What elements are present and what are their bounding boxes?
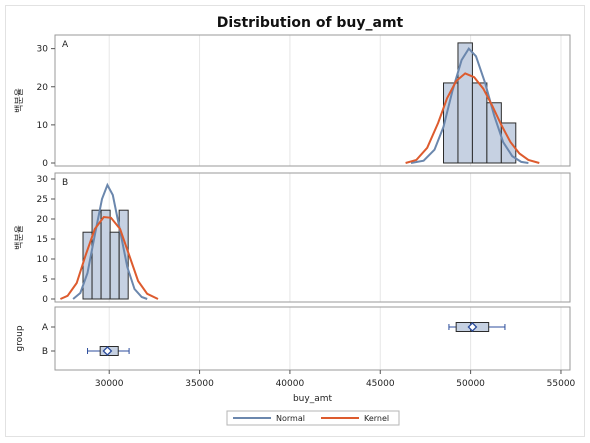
- histogram-bar-B-3: [109, 231, 120, 300]
- panel-frame-A: [54, 34, 571, 167]
- y-tick-label-B-5: 5: [42, 275, 48, 285]
- box-tick-label-A: A: [42, 323, 49, 333]
- y-tick-label-B-25: 25: [37, 195, 48, 205]
- chart-frame: [5, 5, 585, 437]
- x-tick-label-2: 40000: [276, 379, 305, 389]
- chart-title: Distribution of buy_amt: [217, 15, 404, 31]
- x-tick-label-3: 45000: [366, 379, 395, 389]
- legend-box: [226, 410, 400, 426]
- y-tick-label-B-10: 10: [37, 255, 49, 265]
- histogram-bar-B-2: [100, 209, 111, 300]
- kernel-curve-A: [405, 72, 540, 164]
- normal-curve-B: [72, 182, 148, 300]
- y-axis-label-B: 백분율: [14, 225, 25, 250]
- panel-label-B: B: [62, 178, 68, 188]
- histogram-bar-B-4: [118, 209, 129, 300]
- box-mean-marker-A: [467, 322, 478, 332]
- x-tick-label-1: 35000: [185, 379, 214, 389]
- box-panel-frame: [54, 306, 571, 371]
- legend-label-normal: Normal: [276, 414, 305, 423]
- normal-curve-A: [410, 46, 529, 164]
- x-axis-label: buy_amt: [293, 394, 333, 404]
- panel-frame-B: [54, 172, 571, 303]
- group-axis-label: group: [15, 325, 25, 351]
- x-tick-label-5: 55000: [547, 379, 576, 389]
- y-tick-label-B-0: 0: [42, 295, 48, 305]
- y-tick-label-B-30: 30: [37, 175, 49, 185]
- y-tick-label-A-10: 10: [37, 121, 49, 131]
- y-tick-label-A-20: 20: [37, 83, 49, 93]
- legend-label-kernel: Kernel: [364, 414, 389, 423]
- y-axis-label-A: 백분율: [14, 88, 25, 113]
- kernel-curve-B: [59, 215, 159, 300]
- box-tick-label-B: B: [42, 347, 48, 357]
- histogram-bar-A-2: [471, 82, 488, 164]
- histogram-bar-A-1: [457, 42, 473, 164]
- y-tick-label-B-15: 15: [37, 235, 48, 245]
- y-tick-label-A-0: 0: [42, 159, 48, 169]
- y-tick-label-A-30: 30: [37, 45, 49, 55]
- x-tick-label-4: 50000: [456, 379, 485, 389]
- panel-label-A: A: [62, 40, 69, 50]
- x-tick-label-0: 30000: [95, 379, 124, 389]
- y-tick-label-B-20: 20: [37, 215, 49, 225]
- box-mean-marker-B: [102, 346, 113, 356]
